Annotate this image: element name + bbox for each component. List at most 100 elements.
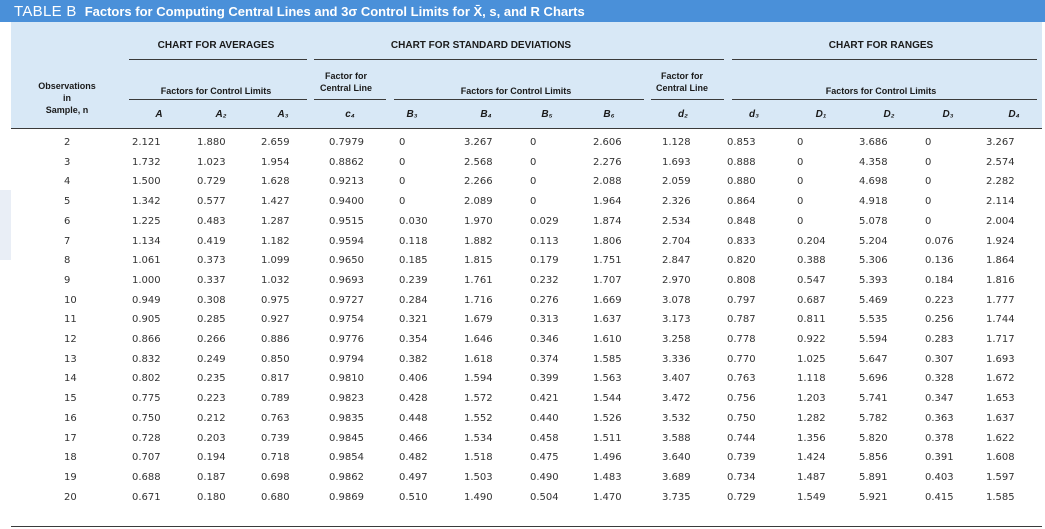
factor-cell: 3.686 <box>859 137 888 148</box>
factor-cell: 1.761 <box>464 274 493 286</box>
factor-cell: 1.483 <box>593 471 622 483</box>
factor-cell: 0.9854 <box>329 452 364 464</box>
factor-cell: 0.223 <box>197 393 226 405</box>
factor-cell: 1.225 <box>132 215 161 227</box>
factor-cell: 1.954 <box>261 156 290 168</box>
factor-cell: 1.282 <box>797 412 826 424</box>
factor-cell: 4.918 <box>859 196 888 208</box>
sample-size-cell: 20 <box>64 491 77 503</box>
factor-cell: 0.187 <box>197 471 226 483</box>
factor-cell: 0.9650 <box>329 255 364 267</box>
factor-cell: 0.448 <box>399 412 428 424</box>
factor-cell: 0.363 <box>925 412 954 424</box>
rule-std-central <box>314 99 386 100</box>
factor-cell: 0.9869 <box>329 491 364 503</box>
factor-cell: 1.182 <box>261 235 290 247</box>
factor-cell: 0.833 <box>727 235 756 247</box>
factor-cell: 1.099 <box>261 255 290 267</box>
factor-cell: 0.285 <box>197 314 226 326</box>
factor-cell: 1.424 <box>797 452 826 464</box>
group-std: CHART FOR STANDARD DEVIATIONS <box>390 40 572 51</box>
factor-cell: 0.118 <box>399 235 428 247</box>
factor-cell: 3.267 <box>464 137 493 148</box>
factor-cell: 0.688 <box>132 471 161 483</box>
factor-cell: 2.121 <box>132 137 161 148</box>
factor-cell: 0 <box>925 137 932 148</box>
table-row: 11 0.905 0.285 0.927 0.9754 0.321 1.679 0.313 1.… <box>11 311 1042 329</box>
factor-cell: 0 <box>925 176 932 188</box>
factor-cell: 0.797 <box>727 294 756 306</box>
factor-cell: 0.428 <box>399 393 428 405</box>
factor-cell: 3.472 <box>662 393 691 405</box>
rule-averages <box>129 59 307 60</box>
table-title-bar: TABLE B Factors for Computing Central Li… <box>0 0 1045 22</box>
factor-cell: 0.184 <box>925 274 954 286</box>
factor-cell: 0.136 <box>925 255 954 267</box>
factor-cell: 0.194 <box>197 452 226 464</box>
factor-cell: 1.874 <box>593 215 622 227</box>
factor-cell: 1.496 <box>593 452 622 464</box>
factor-cell: 0.880 <box>727 176 756 188</box>
std-central-1: Factor for <box>324 71 367 81</box>
factor-cell: 0.778 <box>727 334 756 345</box>
sample-size-cell: 14 <box>64 373 77 385</box>
obs-label-2: in <box>63 93 71 103</box>
factor-cell: 0.029 <box>530 215 559 227</box>
factor-cell: 0.756 <box>727 393 756 405</box>
factor-cell: 1.572 <box>464 393 493 405</box>
factor-cell: 0 <box>797 137 804 148</box>
table-tag: TABLE B <box>14 2 77 20</box>
factor-cell: 0.388 <box>797 255 826 267</box>
factor-cell: 0.787 <box>727 314 756 326</box>
col-D4: D₄ <box>1008 109 1020 120</box>
factor-cell: 1.356 <box>797 432 826 444</box>
factor-cell: 2.089 <box>464 196 493 208</box>
factor-cell: 0 <box>797 176 804 188</box>
factor-cell: 0.374 <box>530 353 559 365</box>
factor-cell: 1.622 <box>986 432 1015 444</box>
factor-cell: 5.891 <box>859 471 888 483</box>
factor-cell: 0.030 <box>399 215 428 227</box>
factor-cell: 0.9515 <box>329 215 364 227</box>
factor-cell: 0.848 <box>727 215 756 227</box>
factor-cell: 0.820 <box>727 255 756 267</box>
factor-cell: 0.504 <box>530 491 559 503</box>
factor-cell: 5.782 <box>859 412 888 424</box>
table-row: 16 0.750 0.212 0.763 0.9835 0.448 1.552 0.440 1.… <box>11 410 1042 428</box>
factor-cell: 0.763 <box>261 412 290 424</box>
factor-cell: 1.025 <box>797 353 826 365</box>
factor-cell: 1.882 <box>464 235 493 247</box>
header-bottom-rule <box>11 128 1042 129</box>
factor-cell: 3.735 <box>662 491 691 503</box>
table-row: 14 0.802 0.235 0.817 0.9810 0.406 1.594 0.399 1.… <box>11 370 1042 388</box>
factor-cell: 2.276 <box>593 156 622 168</box>
page-edge-mark <box>0 190 11 260</box>
table-row: 13 0.832 0.249 0.850 0.9794 0.382 1.618 0.374 1.… <box>11 351 1042 369</box>
factor-cell: 0 <box>399 137 406 148</box>
rule-rng-limits <box>732 99 1037 100</box>
col-d2: d₂ <box>678 109 688 120</box>
rng-limits-label: Factors for Control Limits <box>825 86 937 96</box>
factor-cell: 2.266 <box>464 176 493 188</box>
factor-cell: 0 <box>530 137 537 148</box>
factor-cell: 0.853 <box>727 137 756 148</box>
group-averages: CHART FOR AVERAGES <box>157 40 275 51</box>
rule-avg-limits <box>129 99 307 100</box>
factor-cell: 0.313 <box>530 314 559 326</box>
factor-cell: 0 <box>797 196 804 208</box>
factor-cell: 1.707 <box>593 274 622 286</box>
factor-cell: 4.358 <box>859 156 888 168</box>
factor-cell: 2.088 <box>593 176 622 188</box>
factor-cell: 1.744 <box>986 314 1015 326</box>
rng-central-1: Factor for <box>660 71 703 81</box>
factor-cell: 1.608 <box>986 452 1015 464</box>
factor-cell: 1.864 <box>986 255 1015 267</box>
factor-cell: 0.922 <box>797 334 826 345</box>
factor-cell: 1.585 <box>593 353 622 365</box>
factor-cell: 0.832 <box>132 353 161 365</box>
factor-cell: 0.789 <box>261 393 290 405</box>
factor-cell: 0.9754 <box>329 314 364 326</box>
col-B4: B₄ <box>480 109 492 120</box>
factor-cell: 0.113 <box>530 235 559 247</box>
sample-size-cell: 15 <box>64 393 77 405</box>
